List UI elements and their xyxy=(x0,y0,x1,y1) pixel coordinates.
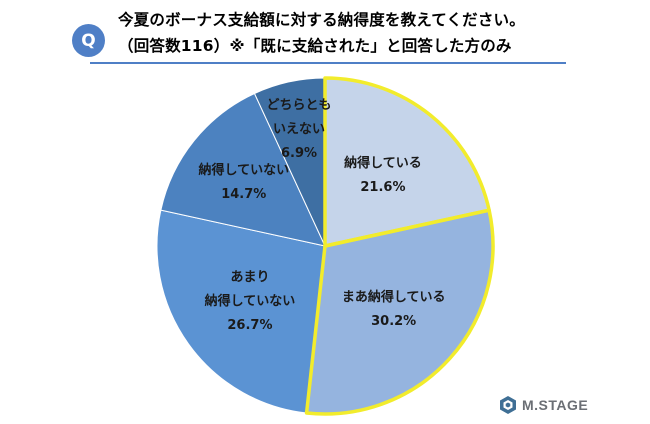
question-badge: Q xyxy=(72,24,105,57)
slice-label-4: 納得していない 14.7% xyxy=(198,162,289,202)
slice-label-2: まあ納得している 30.2% xyxy=(342,289,446,329)
header: Q 今夏のボーナス支給額に対する納得度を教えてください。 （回答数116）※「既… xyxy=(0,0,650,70)
logo-text: M.STAGE xyxy=(522,397,589,413)
slice-label-3: あまり納得していない 26.7% xyxy=(205,270,296,333)
pie-slice-3 xyxy=(156,209,326,414)
brand-logo: M.STAGE xyxy=(498,396,588,414)
highlight-outline-1 xyxy=(323,76,491,248)
highlight-outline-2 xyxy=(304,208,495,416)
logo-mark-icon xyxy=(500,396,516,414)
slice-label-1: 納得している 21.6% xyxy=(344,155,422,195)
title-line-1: 今夏のボーナス支給額に対する納得度を教えてください。 xyxy=(118,11,525,29)
pie-slice-4 xyxy=(160,92,326,247)
slice-label-5: どちらともいえない 6.9% xyxy=(267,98,332,161)
title-line-2: （回答数116）※「既に支給された」と回答した方のみ xyxy=(118,37,512,55)
title-underline xyxy=(90,62,566,64)
